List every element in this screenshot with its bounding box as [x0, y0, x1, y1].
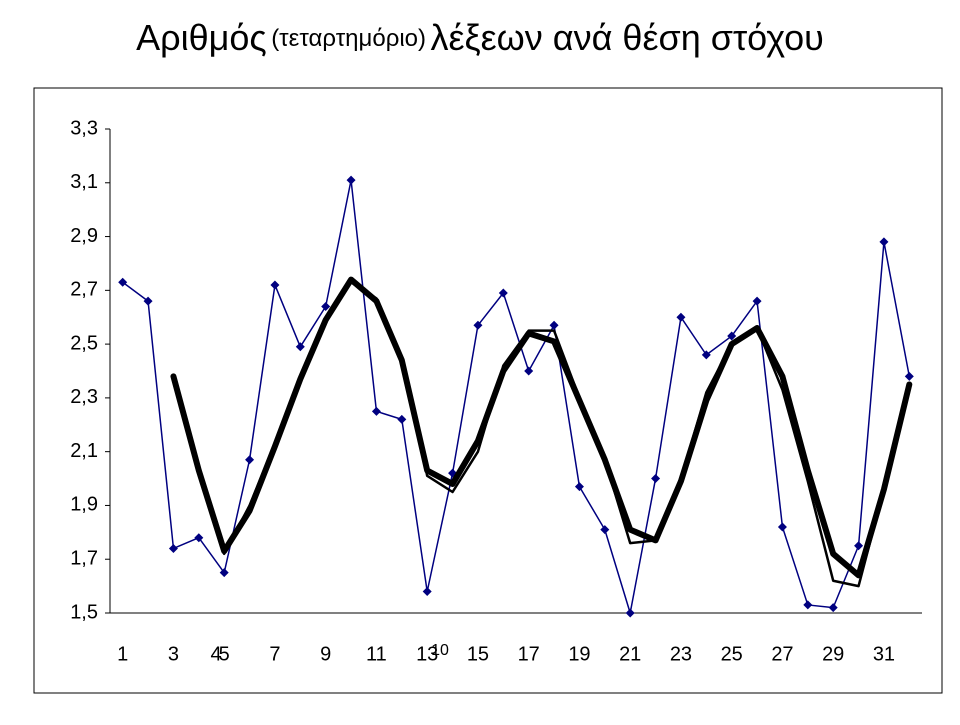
plot-frame: [33, 87, 943, 694]
title-part: Αριθμός: [136, 17, 267, 58]
x-tick-label: 17: [518, 643, 540, 665]
x-tick-label: 9: [320, 643, 331, 665]
data-point: [803, 600, 813, 610]
data-point: [524, 366, 534, 376]
x-tick-label: 29: [822, 643, 844, 665]
data-point: [549, 320, 559, 330]
series-line: [121, 179, 911, 614]
data-point: [245, 455, 255, 465]
data-point: [904, 371, 914, 381]
series-line: [170, 276, 913, 579]
title-part: λέξεων ανά θέση στόχου: [430, 17, 823, 58]
data-point: [194, 533, 204, 543]
data-point: [397, 414, 407, 424]
y-tick-label: 3,1: [70, 171, 98, 193]
data-point: [270, 280, 280, 290]
x-tick-label: 15: [467, 643, 489, 665]
x-tick-label: 7: [269, 643, 280, 665]
x-tick-label: 1: [117, 643, 128, 665]
y-tick-label: 2,1: [70, 440, 98, 462]
data-point: [143, 296, 153, 306]
data-point: [168, 543, 178, 553]
chart-title: Αριθμός (τεταρτημόριο) λέξεων ανά θέση σ…: [136, 17, 824, 58]
data-point: [727, 331, 737, 341]
data-point: [422, 586, 432, 596]
y-tick-label: 1,5: [70, 601, 98, 623]
data-point: [371, 406, 381, 416]
x-tick-label: 13: [416, 643, 438, 665]
data-point: [828, 603, 838, 613]
y-tick-label: 1,9: [70, 494, 98, 516]
data-point: [473, 320, 483, 330]
x-tick-label: 5: [219, 643, 230, 665]
x-tick-label: 27: [771, 643, 793, 665]
x-tick-label: 23: [670, 643, 692, 665]
y-tick-label: 3,3: [70, 117, 98, 139]
data-point: [346, 175, 356, 185]
data-point: [118, 277, 128, 287]
data-point: [752, 296, 762, 306]
annotation: 10: [431, 642, 449, 659]
data-point: [574, 482, 584, 492]
y-tick-label: 1,7: [70, 548, 98, 570]
data-point: [879, 237, 889, 247]
y-tick-label: 2,9: [70, 225, 98, 247]
data-point: [625, 608, 635, 618]
data-point: [676, 312, 686, 322]
data-point: [498, 288, 508, 298]
data-point: [854, 541, 864, 551]
x-tick-label: 3: [168, 643, 179, 665]
data-point: [777, 522, 787, 532]
x-tick-label: 21: [619, 643, 641, 665]
x-tick-label: 19: [568, 643, 590, 665]
x-tick-label: 11: [366, 643, 387, 665]
y-tick-label: 2,7: [70, 279, 98, 301]
data-point: [651, 474, 661, 484]
data-point: [701, 350, 711, 360]
data-point: [219, 568, 229, 578]
title-part: (τεταρτημόριο): [271, 25, 426, 52]
annotation: 4: [210, 643, 221, 665]
x-tick-label: 31: [873, 643, 895, 665]
data-point: [295, 342, 305, 352]
y-tick-label: 2,5: [70, 332, 98, 354]
data-point: [321, 301, 331, 311]
data-point: [600, 525, 610, 535]
x-tick-label: 25: [721, 643, 743, 665]
y-tick-label: 2,3: [70, 386, 98, 408]
